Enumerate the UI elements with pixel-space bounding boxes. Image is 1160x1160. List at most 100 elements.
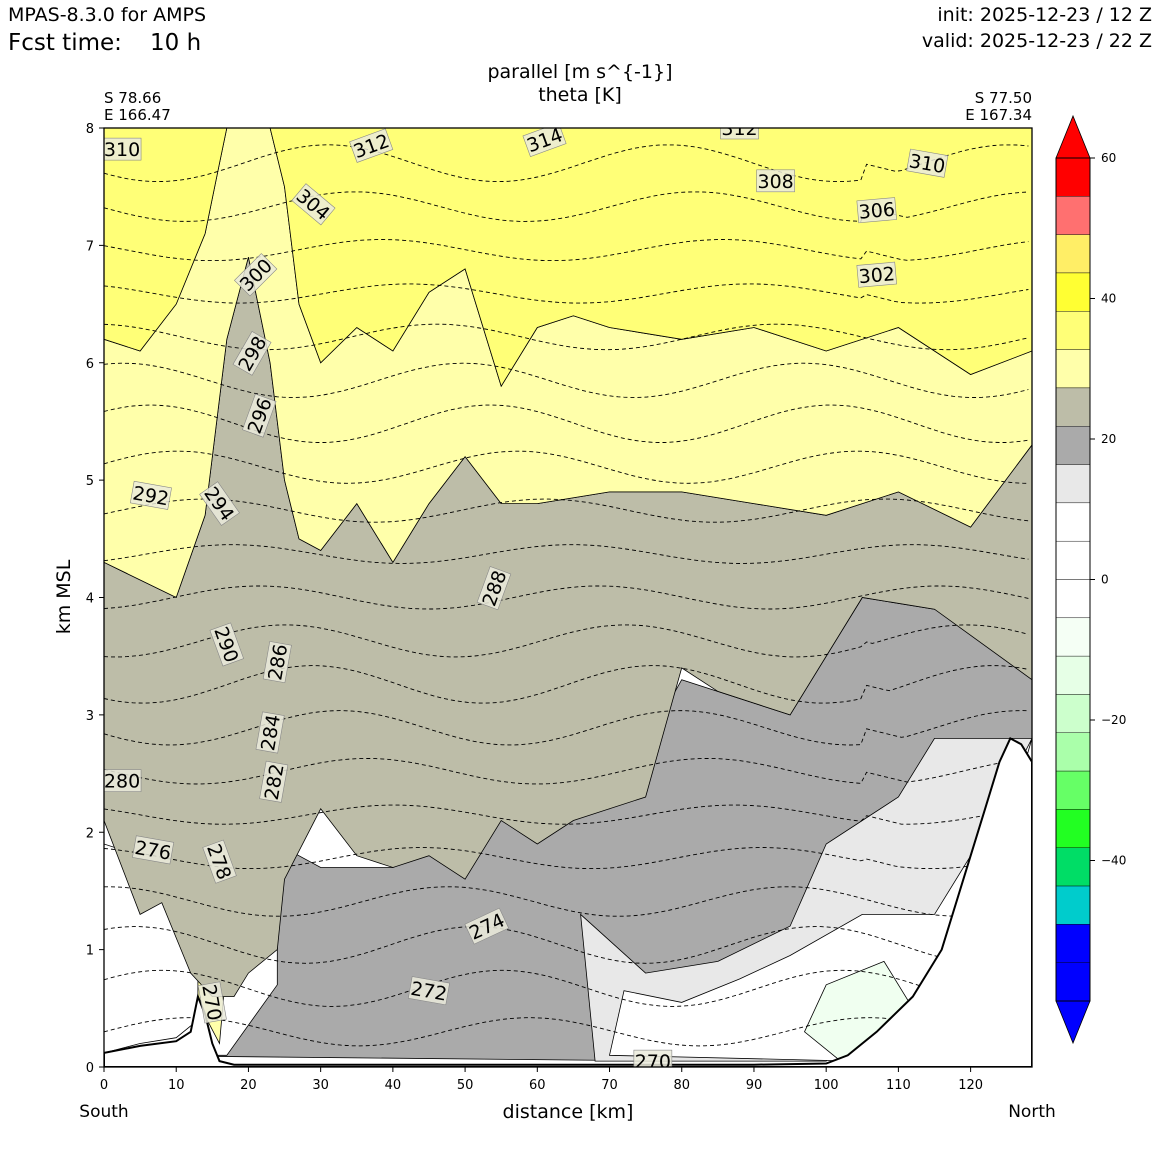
theta-label-box [104, 769, 142, 792]
theta-label: 310 [906, 148, 949, 178]
theta-label-box [856, 261, 897, 288]
x-tick-label: 120 [958, 1078, 983, 1093]
colorbar-tick-label: 60 [1101, 151, 1116, 165]
theta-label-text: 310 [104, 139, 140, 161]
theta-label-box [197, 981, 227, 1024]
theta-label: 298 [232, 330, 272, 376]
theta-line [104, 404, 1029, 443]
x-tick-label: 20 [240, 1078, 257, 1093]
y-tick-label: 5 [86, 474, 94, 489]
wind-shading [104, 128, 1032, 1062]
theta-line [104, 450, 1029, 484]
theta-label-box [132, 835, 175, 865]
colorbar-segment [1055, 540, 1091, 580]
y-tick-label: 8 [86, 122, 94, 137]
colorbar-tick-label: 40 [1101, 292, 1116, 306]
forecast-time-label: Fcst time: [8, 30, 122, 56]
colorbar-segment [1055, 847, 1091, 887]
colorbar-segment [1055, 655, 1091, 695]
theta-label-box [476, 566, 512, 611]
x-tick-label: 80 [673, 1078, 690, 1093]
theta-line [104, 283, 1029, 304]
theta-label-box [242, 393, 277, 438]
model-title: MPAS-8.3.0 for AMPS [8, 4, 207, 26]
x-tick-label: 50 [457, 1078, 474, 1093]
x-axis-label: distance [km] [503, 1101, 634, 1123]
theta-label-box [633, 1049, 673, 1067]
x-tick-label: 110 [886, 1078, 911, 1093]
theta-line [104, 847, 1029, 870]
x-tick-label: 100 [814, 1078, 839, 1093]
shade-yellow-top2 [269, 128, 1032, 388]
colorbar-segment [1055, 502, 1091, 542]
colorbar-segment [1055, 311, 1091, 350]
theta-label-box [232, 330, 272, 376]
colorbar-tick-label: 0 [1101, 573, 1109, 587]
left-end-lat: S 78.66 [104, 89, 161, 107]
colorbar: 60 40 20 0 −20 −40 [1055, 114, 1126, 1045]
colorbar-segment [1055, 694, 1091, 733]
x-tick-label: 70 [601, 1078, 618, 1093]
theta-label-box [262, 641, 292, 684]
theta-label-box [408, 976, 450, 1006]
theta-line [104, 804, 1029, 825]
theta-label-box [104, 137, 142, 161]
theta-label-box [464, 907, 510, 945]
theta-label-text: 280 [104, 771, 140, 793]
theta-line [104, 758, 1029, 785]
colorbar-segment [1055, 579, 1091, 619]
theta-label-box [255, 711, 285, 754]
colorbar-extend-top [1055, 114, 1091, 159]
colorbar-segment [1055, 272, 1091, 312]
theta-line [104, 665, 1029, 704]
y-axis-label: km MSL [53, 559, 75, 634]
y-tick-label: 1 [86, 944, 94, 959]
theta-label-box [202, 839, 237, 884]
theta-label-box [291, 183, 336, 226]
y-tick-label: 2 [86, 826, 94, 841]
south-label: South [79, 1102, 128, 1122]
colorbar-segment [1055, 464, 1091, 504]
theta-line [104, 886, 1029, 917]
colorbar-segment [1055, 924, 1091, 963]
colorbar-segment [1055, 770, 1091, 810]
theta-label: 270 [633, 1049, 673, 1073]
terrain [104, 737, 1032, 1067]
theta-label-box [209, 622, 244, 667]
theta-label-text: 270 [635, 1051, 671, 1073]
chart-title: parallel [m s^{-1}] [487, 61, 672, 83]
y-tick-label: 3 [86, 709, 94, 724]
theta-label: 302 [856, 261, 897, 288]
colorbar-tick-label: 20 [1101, 432, 1116, 446]
colorbar-segment [1055, 157, 1091, 197]
theta-label: 308 [756, 169, 795, 193]
theta-label: 296 [242, 393, 277, 438]
theta-label: 306 [856, 197, 897, 224]
colorbar-segment [1055, 617, 1091, 657]
x-tick-label: 30 [312, 1078, 329, 1093]
y-axis: 0 1 2 3 4 5 6 7 8 [86, 122, 104, 1076]
theta-label: 312 [720, 128, 759, 140]
right-end-lon: E 167.34 [965, 106, 1032, 124]
theta-label-box [856, 197, 897, 224]
theta-label: 310 [104, 137, 142, 161]
x-axis: 0 10 20 30 40 50 60 70 80 90 100 110 120 [100, 1067, 983, 1093]
colorbar-tick-label: −20 [1101, 713, 1126, 727]
x-tick-label: 60 [529, 1078, 546, 1093]
theta-line [104, 144, 1029, 183]
x-tick-label: 0 [100, 1078, 108, 1093]
valid-time: valid: 2025-12-23 / 22 Z [921, 30, 1152, 52]
shade-yellow-top [104, 128, 228, 352]
theta-label-box [756, 169, 795, 193]
theta-label-box [349, 128, 394, 163]
theta-label-box [129, 480, 172, 510]
forecast-time-value: 10 h [150, 30, 202, 56]
theta-label: 280 [104, 769, 142, 793]
colorbar-segment [1055, 349, 1091, 389]
theta-label-box [234, 253, 278, 297]
colorbar-segment [1055, 885, 1091, 925]
left-end-lon: E 166.47 [104, 106, 171, 124]
north-label: North [1008, 1102, 1056, 1122]
theta-line [104, 624, 1029, 658]
